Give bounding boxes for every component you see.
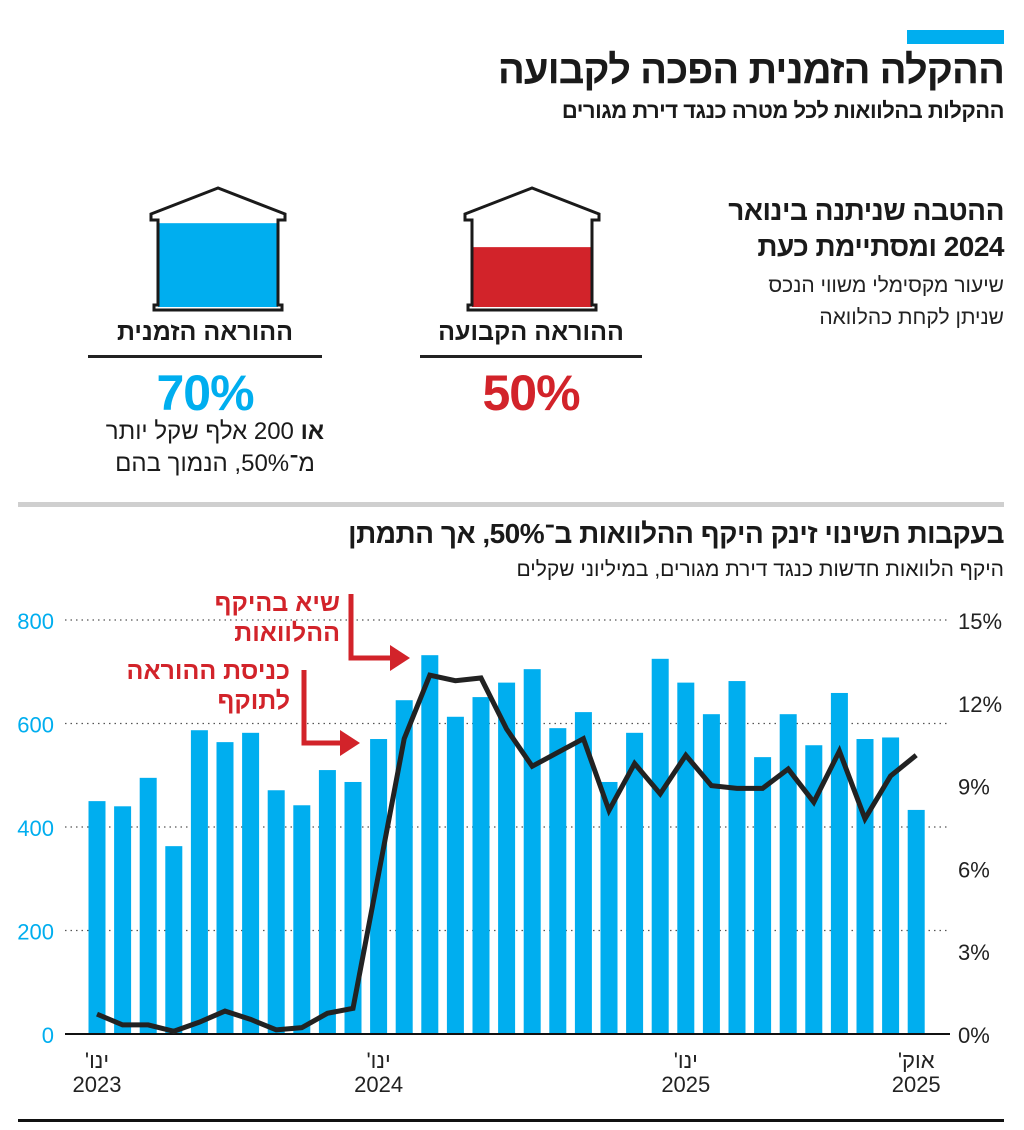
bar <box>907 809 925 1034</box>
annotation-arrow-peak <box>348 594 392 661</box>
bar <box>754 757 772 1034</box>
house-fill <box>472 247 592 307</box>
chart-subtitle: היקף הלוואות חדשות כנגד דירת מגורים, במי… <box>516 558 1004 581</box>
annotation-peak-line2: ההלוואות <box>234 619 340 647</box>
divider <box>88 355 322 358</box>
bar <box>165 846 183 1034</box>
house-icon-temporary <box>149 186 287 312</box>
benefit-desc-line2: שניתן לקחת כהלוואה <box>819 306 1004 329</box>
bar <box>882 737 900 1034</box>
right-axis-tick-label: 0% <box>958 1023 990 1048</box>
permanent-provision-value: 50% <box>482 365 580 421</box>
bar <box>472 697 490 1034</box>
page-title: ההקלה הזמנית הפכה לקבועה <box>497 48 1005 92</box>
page-subtitle: ההקלות בהלוואות לכל מטרה כנגד דירת מגורי… <box>561 98 1005 123</box>
note-line1: 200 אלף שקל יותר <box>105 418 294 445</box>
annotation-effective-line1: כניסת ההוראה <box>126 657 290 685</box>
right-axis-tick-label: 9% <box>958 775 990 800</box>
bar <box>344 781 362 1034</box>
right-axis-tick-label: 12% <box>958 692 1002 717</box>
benefit-description: שיעור מקסימלי משווי הנכס שניתן לקחת כהלו… <box>704 270 1004 334</box>
house-outline <box>149 186 287 312</box>
bar <box>114 806 132 1034</box>
bar <box>549 728 567 1034</box>
bar <box>702 714 720 1034</box>
left-axis-tick-label: 800 <box>17 609 54 634</box>
x-tick-label-year: 2023 <box>73 1072 122 1097</box>
house-outline <box>463 186 601 312</box>
temporary-provision-value: 70% <box>156 365 254 421</box>
left-axis-tick-label: 0 <box>42 1023 54 1048</box>
x-tick-label-year: 2025 <box>892 1072 941 1097</box>
annotation-peak-line1: שיא בהיקף <box>214 589 340 617</box>
note-bold: או <box>300 418 325 445</box>
temporary-provision-label: ההוראה הזמנית <box>116 318 294 346</box>
x-tick-label-year: 2024 <box>354 1072 403 1097</box>
bar <box>728 681 746 1034</box>
house-icon-permanent <box>463 186 601 312</box>
bar <box>805 745 823 1034</box>
bar <box>677 682 695 1034</box>
accent-bar <box>907 30 1004 44</box>
bar <box>216 742 234 1034</box>
bar <box>446 716 464 1034</box>
bar <box>600 781 618 1034</box>
arrowhead-icon <box>340 730 360 756</box>
bar <box>242 732 260 1034</box>
x-tick-label-year: 2025 <box>661 1072 710 1097</box>
right-axis-tick-label: 15% <box>958 609 1002 634</box>
right-axis-tick-label: 6% <box>958 857 990 882</box>
bar <box>190 730 208 1034</box>
left-axis-tick-label: 200 <box>17 920 54 945</box>
x-tick-label-month: ינו' <box>85 1048 109 1073</box>
benefit-heading-line1: ההטבה שניתנה בינואר <box>728 195 1004 226</box>
annotation-effective: כניסת ההוראה לתוקף <box>127 656 290 716</box>
arrowhead-icon <box>390 645 410 671</box>
bar <box>421 655 439 1034</box>
right-axis-tick-label: 3% <box>958 940 990 965</box>
benefit-desc-line1: שיעור מקסימלי משווי הנכס <box>768 274 1004 297</box>
benefit-heading-line2: 2024 ומסתיימת כעת <box>757 231 1004 262</box>
benefit-heading: ההטבה שניתנה בינואר 2024 ומסתיימת כעת <box>704 193 1004 265</box>
bar <box>574 712 592 1034</box>
chart-title: בעקבות השינוי זינק היקף ההלוואות ב־50%, … <box>348 518 1004 549</box>
bar <box>779 714 797 1034</box>
bar <box>318 770 336 1034</box>
left-axis-tick-label: 600 <box>17 713 54 738</box>
bar <box>139 777 157 1034</box>
bar <box>293 805 311 1034</box>
house-fill <box>158 223 278 307</box>
annotation-effective-line2: לתוקף <box>217 687 291 715</box>
left-axis-tick-label: 400 <box>17 816 54 841</box>
bar <box>395 700 413 1034</box>
bottom-rule <box>18 1119 1004 1122</box>
rate-line <box>96 672 918 1034</box>
bar <box>856 739 874 1034</box>
bar <box>830 692 848 1034</box>
x-tick-label-month: אוק' <box>898 1048 935 1073</box>
bar <box>267 790 285 1034</box>
temporary-provision-note: או 200 אלף שקל יותר מ־50%, הנמוך בהם <box>60 416 370 480</box>
permanent-provision-label: ההוראה הקבועה <box>438 318 624 346</box>
bar <box>498 682 516 1034</box>
x-tick-label-month: ינו' <box>366 1048 390 1073</box>
bar <box>523 669 541 1034</box>
section-separator <box>18 502 1004 507</box>
x-tick-label-month: ינו' <box>674 1048 698 1073</box>
bar <box>88 801 106 1034</box>
divider <box>420 355 642 358</box>
note-line2: מ־50%, הנמוך בהם <box>115 450 315 477</box>
annotation-peak: שיא בהיקף ההלוואות <box>215 588 340 648</box>
bar <box>651 658 669 1034</box>
bar <box>626 732 644 1034</box>
annotation-arrow-effective <box>301 670 342 746</box>
